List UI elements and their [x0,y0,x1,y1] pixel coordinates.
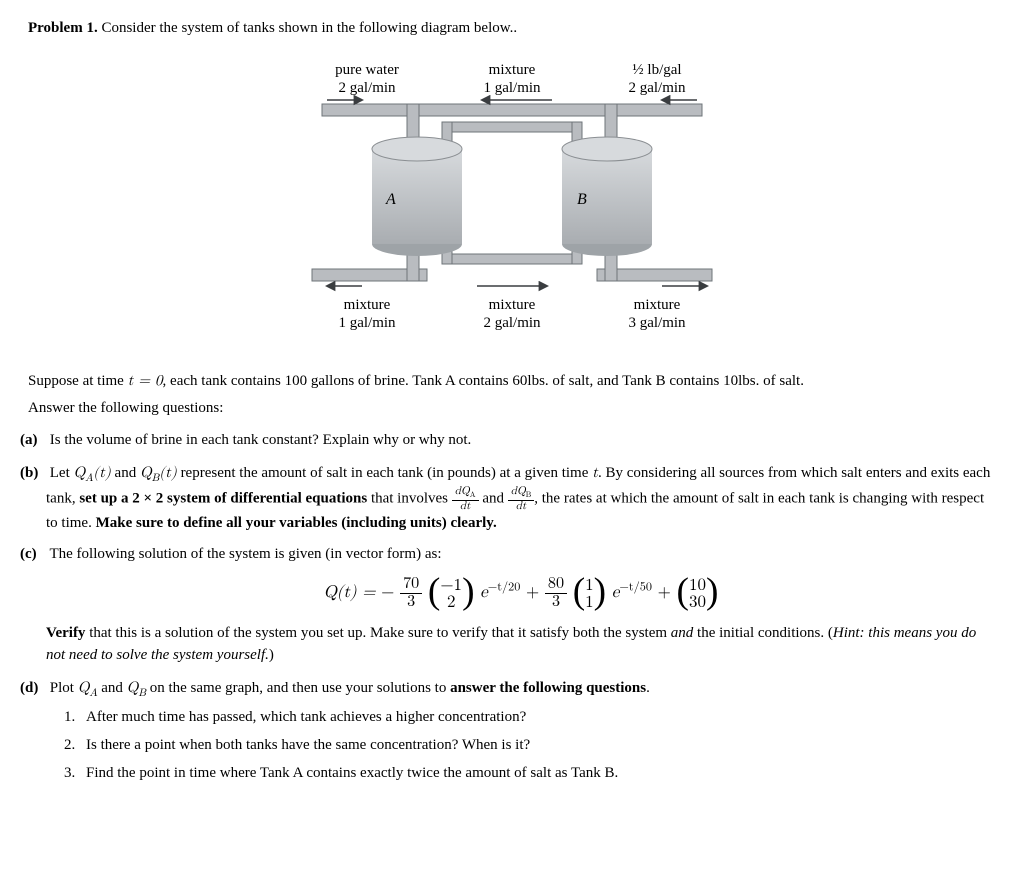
flow-outB-l2: 3 gal/min [628,315,686,331]
eq-c2n: 80 [545,576,567,594]
b-t4: that involves [367,491,452,507]
c-rest2: the initial conditions. ( [693,625,833,641]
eq-c2d: 3 [545,594,567,611]
part-c-label: (c) [20,544,46,566]
c-rest3: ) [269,647,274,663]
d-QA: Q [78,680,90,695]
part-c: (c) The following solution of the system… [46,544,996,666]
d-q3-text: Find the point in time where Tank A cont… [86,765,618,781]
flow-inA-l2: 2 gal/min [338,80,396,96]
flow-outB-l1: mixture [634,297,681,313]
flow-AtoB-l2: 2 gal/min [483,315,541,331]
eq-e2sup: −t/50 [619,582,652,594]
b-t2: represent the amount of salt in each tan… [177,465,592,481]
eq-plus2: + [658,584,677,601]
eq-c1n: 70 [400,576,422,594]
eq-Qt: Q(t) = [324,584,382,601]
d-q2: 2.Is there a point when both tanks have … [86,735,996,757]
setup-p1: Suppose at time t = 0, each tank contain… [28,370,996,393]
eq-e1sup: −t/20 [488,582,521,594]
part-a-label: (a) [20,430,46,452]
eq-neg: − [381,584,394,601]
eq-v2b: 1 [585,594,594,611]
flow-AtoB-l1: mixture [489,297,536,313]
c-and-ital: and [671,625,694,641]
flow-inB-l1: ½ lb/gal [632,62,681,78]
d-q2-text: Is there a point when both tanks have th… [86,737,530,753]
part-a-text: Is the volume of brine in each tank cons… [50,432,472,448]
b-dQA-n: dQ [455,486,470,497]
part-a: (a) Is the volume of brine in each tank … [46,430,996,452]
c-verify: Verify [46,625,85,641]
flow-BtoA-l1: mixture [489,62,536,78]
flow-outA-l1: mixture [344,297,391,313]
b-dQA-d: dt [452,501,479,513]
flow-outA-l2: 1 gal/min [338,315,396,331]
t-equals-zero: t = 0 [128,373,163,388]
eq-v2a: 1 [585,577,594,594]
part-b-label: (b) [20,463,46,485]
b-QB: Q [140,465,152,480]
title-label: Problem 1. [28,20,98,36]
b-and2: and [479,491,508,507]
part-d-label: (d) [20,678,46,700]
part-d: (d) Plot QA and QB on the same graph, an… [46,677,996,785]
problem-title: Problem 1. Consider the system of tanks … [28,18,996,40]
tank-diagram: pure water 2 gal/min mixture 1 gal/min ½… [252,54,772,352]
tank-B-label: B [577,191,587,208]
b-dQB-n: dQ [511,486,526,497]
setup-p1b: , each tank contains 100 gallons of brin… [163,373,804,389]
title-text: Consider the system of tanks shown in th… [101,20,517,36]
tank-A-label: A [385,191,396,208]
part-c-equation: Q(t) = − 703 (−12) e−t/20 + 803 (11) e−t… [46,576,996,611]
eq-v1a: −1 [440,577,462,594]
flow-inB-l2: 2 gal/min [628,80,686,96]
eq-plus1: + [526,584,545,601]
eq-v1b: 2 [440,594,462,611]
d-QB-sub: B [138,688,146,699]
d-q1: 1.After much time has passed, which tank… [86,707,996,729]
d-q3-lbl: 3. [64,763,86,785]
b-and1: and [111,465,140,481]
flow-inA-l1: pure water [335,62,399,78]
b-dQB-d: dt [508,501,535,513]
b-QB-t: (t) [159,465,177,480]
b-QA: Q [74,465,86,480]
d-and: and [97,680,126,696]
d-q1-lbl: 1. [64,707,86,729]
d-q1-text: After much time has passed, which tank a… [86,709,526,725]
eq-c1d: 3 [400,594,422,611]
b-QA-t: (t) [93,465,111,480]
b-bold2: Make sure to define all your variables (… [96,515,497,531]
flow-BtoA-l2: 1 gal/min [483,80,541,96]
part-c-intro: The following solution of the system is … [49,546,441,562]
tank-B: B [562,137,652,256]
d-q3: 3.Find the point in time where Tank A co… [86,763,996,785]
b-dQA-nsub: A [470,492,476,500]
eq-v3a: 10 [689,577,706,594]
eq-e1: e [480,584,488,601]
setup-p1a: Suppose at time [28,373,128,389]
d-t1: Plot [50,680,78,696]
c-rest1: that this is a solution of the system yo… [85,625,670,641]
d-bold: answer the following questions [450,680,646,696]
setup-p2: Answer the following questions: [28,398,996,420]
part-b: (b) Let QA(t) and QB(t) represent the am… [46,462,996,535]
d-t2: on the same graph, and then use your sol… [146,680,450,696]
d-QB: Q [127,680,139,695]
b-t1: Let [50,465,74,481]
tank-A: A [372,137,462,256]
d-t3: . [646,680,650,696]
b-bold1: set up a 2 × 2 system of differential eq… [79,491,367,507]
d-q2-lbl: 2. [64,735,86,757]
b-dQB-nsub: B [526,492,532,500]
eq-v3b: 30 [689,594,706,611]
